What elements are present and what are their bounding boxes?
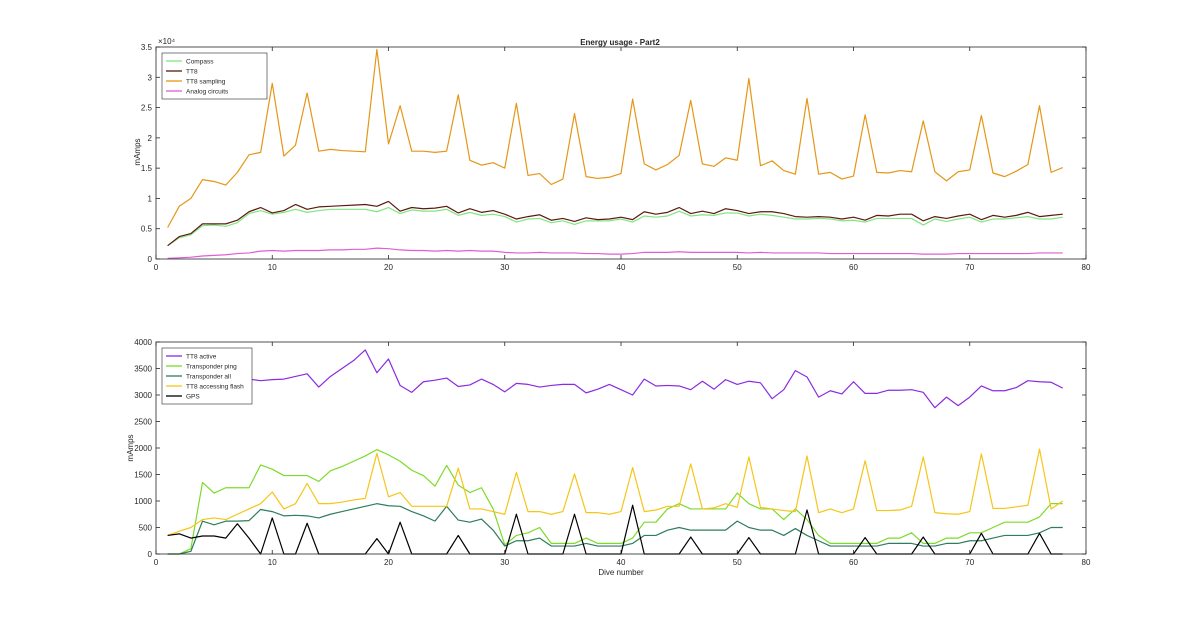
bottom-x-axis-label: Dive number [598, 568, 644, 577]
series-line-tt8-active [167, 349, 1064, 409]
series-line-tt8-accessing-flash [167, 448, 1064, 537]
bottom-x-tick-label: 20 [384, 558, 393, 567]
top-y-tick-label: 1 [148, 194, 153, 203]
bottom-y-tick-label: 0 [148, 550, 153, 559]
series-line-transponder-ping [167, 448, 1063, 555]
top-y-tick-label: 2 [148, 134, 153, 143]
bottom-x-tick-label: 10 [268, 558, 277, 567]
top-x-tick-label: 60 [849, 263, 858, 272]
bottom-y-axis-label: mAmps [126, 434, 135, 461]
bottom-x-tick-label: 0 [154, 558, 159, 567]
legend-label-transponder-all: Transponder all [186, 374, 231, 381]
top-y-tick-label: 1.5 [141, 164, 153, 173]
top-y-tick-label: 0.5 [141, 225, 153, 234]
bottom-plot-frame [155, 341, 1087, 555]
top-y-tick-label: 2.5 [141, 104, 153, 113]
bottom-y-tick-label: 3500 [134, 365, 152, 374]
top-x-tick-label: 80 [1082, 263, 1091, 272]
legend-label-analog-circuits: Analog circuits [186, 89, 229, 96]
bottom-y-tick-label: 2000 [134, 444, 152, 453]
chart-title: Energy usage - Part2 [580, 38, 660, 47]
legend-label-gps: GPS [186, 394, 200, 401]
bottom-y-tick-label: 1500 [134, 471, 152, 480]
bottom-x-tick-label: 70 [965, 558, 974, 567]
top-y-tick-label: 3 [148, 73, 153, 82]
top-x-tick-label: 0 [154, 263, 159, 272]
legend-label-tt8-active: TT8 active [186, 354, 217, 361]
series-line-transponder-all [167, 503, 1063, 555]
bottom-x-tick-label: 40 [617, 558, 626, 567]
bottom-x-tick-label: 60 [849, 558, 858, 567]
bottom-x-tick-label: 80 [1082, 558, 1091, 567]
energy-usage-bottom-axes: mAmps Dive number 0 10 20 30 40 50 60 70 80 0 500 1… [126, 338, 1091, 577]
top-plot-frame [155, 46, 1087, 260]
legend-label-tt8-accessing-flash: TT8 accessing flash [186, 384, 244, 391]
top-x-tick-label: 10 [268, 263, 277, 272]
top-legend: Compass TT8 TT8 sampling Analog circuits [161, 52, 268, 100]
bottom-y-tick-label: 3000 [134, 391, 152, 400]
bottom-legend: TT8 active Transponder ping Transponder al… [161, 347, 253, 405]
bottom-x-tick-label: 30 [500, 558, 509, 567]
top-y-tick-label: 3.5 [141, 43, 153, 52]
series-line-tt8 [167, 200, 1063, 247]
top-x-tick-label: 70 [965, 263, 974, 272]
top-x-tick-label: 40 [617, 263, 626, 272]
bottom-y-tick-label: 4000 [134, 338, 152, 347]
legend-label-compass: Compass [186, 59, 214, 66]
legend-label-transponder-ping: Transponder ping [186, 364, 237, 371]
top-y-exponent-label: ×10⁴ [158, 37, 176, 46]
series-line-analog-circuits [167, 247, 1063, 259]
bottom-y-tick-label: 1000 [134, 497, 152, 506]
bottom-y-tick-label: 2500 [134, 418, 152, 427]
legend-label-tt8: TT8 [186, 69, 198, 76]
top-y-axis-label: mAmps [133, 138, 142, 165]
bottom-y-tick-label: 500 [139, 524, 153, 533]
series-line-compass [167, 206, 1063, 247]
energy-usage-top-axes: Energy usage - Part2 mAmps ×10⁴ 0 10 20 30 4… [133, 37, 1091, 272]
bottom-x-tick-label: 50 [733, 558, 742, 567]
top-y-tick-label: 0 [148, 255, 153, 264]
top-x-tick-label: 50 [733, 263, 742, 272]
top-x-tick-label: 20 [384, 263, 393, 272]
top-series-group [167, 48, 1063, 259]
series-line-tt8-sampling [167, 48, 1063, 228]
legend-label-tt8-sampling: TT8 sampling [186, 79, 226, 86]
top-x-tick-label: 30 [500, 263, 509, 272]
bottom-axis-ticks: 0 10 20 30 40 50 60 70 80 0 500 1000 1500 2000 2500 300… [134, 338, 1091, 567]
